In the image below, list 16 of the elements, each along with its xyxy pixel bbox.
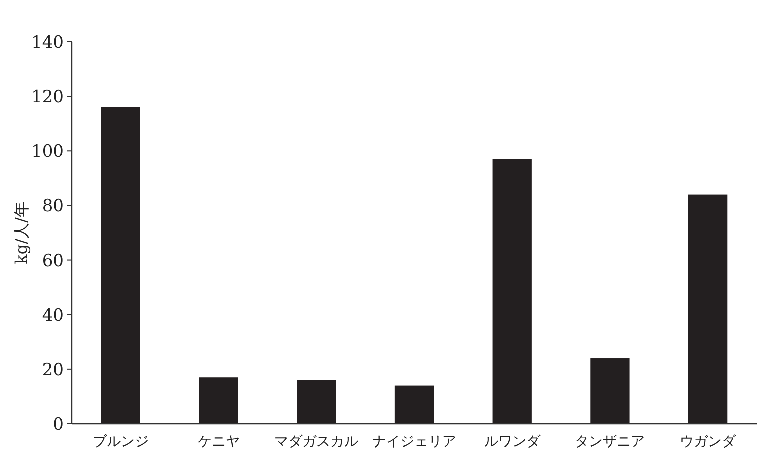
y-tick-label: 0 [53,415,64,435]
y-tick-label: 20 [42,360,64,380]
x-tick-label: ウガンダ [680,434,738,449]
x-tick-label: ケニヤ [198,434,240,449]
y-tick-label: 40 [42,306,64,326]
x-tick-label: ナイジェリア [372,434,456,449]
y-tick-label: 80 [42,196,64,217]
x-tick-label: ブルンジ [92,434,149,449]
x-tick-label: マダガスカル [274,434,359,449]
y-tick-label: 100 [32,142,64,162]
x-tick-label: タンザニア [575,434,646,449]
y-axis-title: kg/人/年 [12,202,31,264]
y-tick-label: 140 [32,33,64,53]
y-tick-label: 60 [42,251,64,272]
y-tick-label: 120 [32,88,64,108]
x-tick-label: ルワンダ [484,434,542,449]
